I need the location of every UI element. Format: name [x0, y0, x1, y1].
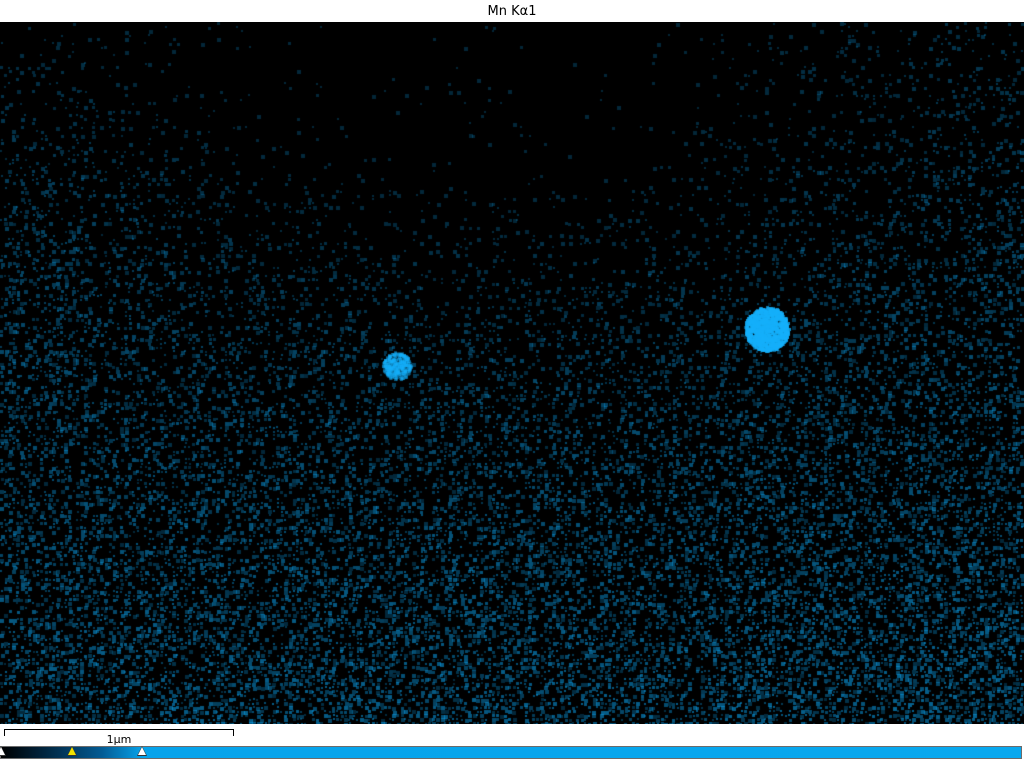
mid-level-slider-handle[interactable]	[68, 747, 76, 755]
element-map-view[interactable]	[0, 22, 1024, 724]
scale-bar: 1µm	[4, 727, 234, 746]
max-level-slider-handle[interactable]	[138, 747, 146, 755]
scale-bar-right-tick	[233, 729, 234, 736]
intensity-color-scale[interactable]	[0, 746, 1022, 759]
scale-bar-label: 1µm	[106, 733, 132, 746]
mn-ka1-intensity-map	[0, 22, 1024, 724]
map-title-bar: Mn Kα1	[0, 0, 1024, 22]
min-level-slider-handle[interactable]	[0, 747, 5, 755]
map-footer: 1µm	[0, 724, 1024, 760]
map-title: Mn Kα1	[487, 4, 537, 19]
scale-bar-line	[4, 729, 234, 730]
scale-bar-left-tick	[4, 729, 5, 736]
